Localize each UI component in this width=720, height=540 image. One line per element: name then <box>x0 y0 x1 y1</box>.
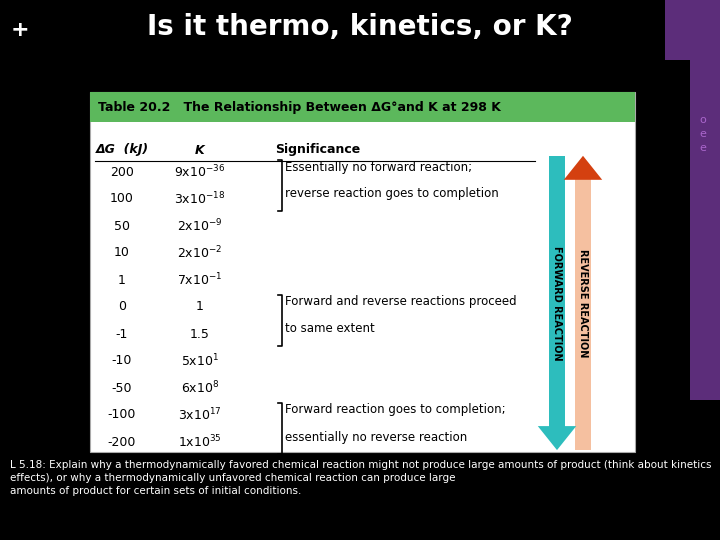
Text: effects), or why a thermodynamically unfavored chemical reaction can produce lar: effects), or why a thermodynamically unf… <box>10 473 456 483</box>
Text: ΔG  (kJ): ΔG (kJ) <box>96 144 148 157</box>
Text: 50: 50 <box>114 219 130 233</box>
Text: 1: 1 <box>118 273 126 287</box>
Text: e: e <box>700 129 706 139</box>
Text: Significance: Significance <box>275 144 360 157</box>
Text: REVERSE REACTION: REVERSE REACTION <box>578 249 588 357</box>
Text: 0: 0 <box>118 300 126 314</box>
Text: o: o <box>700 115 706 125</box>
Bar <box>665 0 720 60</box>
Text: 9x10$^{-36}$: 9x10$^{-36}$ <box>174 164 225 180</box>
Text: -100: -100 <box>108 408 136 422</box>
Text: Forward reaction goes to completion;: Forward reaction goes to completion; <box>285 403 505 416</box>
Text: 7x10$^{-1}$: 7x10$^{-1}$ <box>177 272 222 288</box>
Text: 1x10$^{35}$: 1x10$^{35}$ <box>178 434 222 450</box>
Text: K: K <box>195 144 204 157</box>
Text: 2x10$^{-9}$: 2x10$^{-9}$ <box>177 218 222 234</box>
Text: 1.5: 1.5 <box>190 327 210 341</box>
Text: 3x10$^{17}$: 3x10$^{17}$ <box>178 407 222 423</box>
Text: reverse reaction goes to completion: reverse reaction goes to completion <box>285 187 499 200</box>
Bar <box>690 60 720 400</box>
Bar <box>575 178 591 450</box>
Text: 5x10$^{1}$: 5x10$^{1}$ <box>181 353 219 369</box>
Text: Essentially no forward reaction;: Essentially no forward reaction; <box>285 160 472 173</box>
Bar <box>90 92 635 452</box>
Text: Forward and reverse reactions proceed: Forward and reverse reactions proceed <box>285 295 517 308</box>
Bar <box>549 156 565 428</box>
Text: -50: -50 <box>112 381 132 395</box>
Text: to same extent: to same extent <box>285 322 374 335</box>
Text: 3x10$^{-18}$: 3x10$^{-18}$ <box>174 191 225 207</box>
Polygon shape <box>564 156 602 180</box>
Text: essentially no reverse reaction: essentially no reverse reaction <box>285 430 467 443</box>
Text: 1: 1 <box>196 300 204 314</box>
Text: 100: 100 <box>110 192 134 206</box>
Polygon shape <box>538 426 576 450</box>
Text: 6x10$^{8}$: 6x10$^{8}$ <box>181 380 219 396</box>
Text: Table 20.2   The Relationship Between ΔG°and K at 298 K: Table 20.2 The Relationship Between ΔG°a… <box>98 100 501 113</box>
Text: FORWARD REACTION: FORWARD REACTION <box>552 246 562 360</box>
Text: -200: -200 <box>108 435 136 449</box>
Text: -10: -10 <box>112 354 132 368</box>
Text: +: + <box>11 20 30 40</box>
Text: 2x10$^{-2}$: 2x10$^{-2}$ <box>177 245 222 261</box>
Bar <box>90 92 635 122</box>
Text: e: e <box>700 143 706 153</box>
Text: 10: 10 <box>114 246 130 260</box>
Text: L 5.18: Explain why a thermodynamically favored chemical reaction might not prod: L 5.18: Explain why a thermodynamically … <box>10 460 711 470</box>
Text: amounts of product for certain sets of initial conditions.: amounts of product for certain sets of i… <box>10 486 302 496</box>
Text: -1: -1 <box>116 327 128 341</box>
Text: 200: 200 <box>110 165 134 179</box>
Text: Is it thermo, kinetics, or K?: Is it thermo, kinetics, or K? <box>147 13 573 41</box>
